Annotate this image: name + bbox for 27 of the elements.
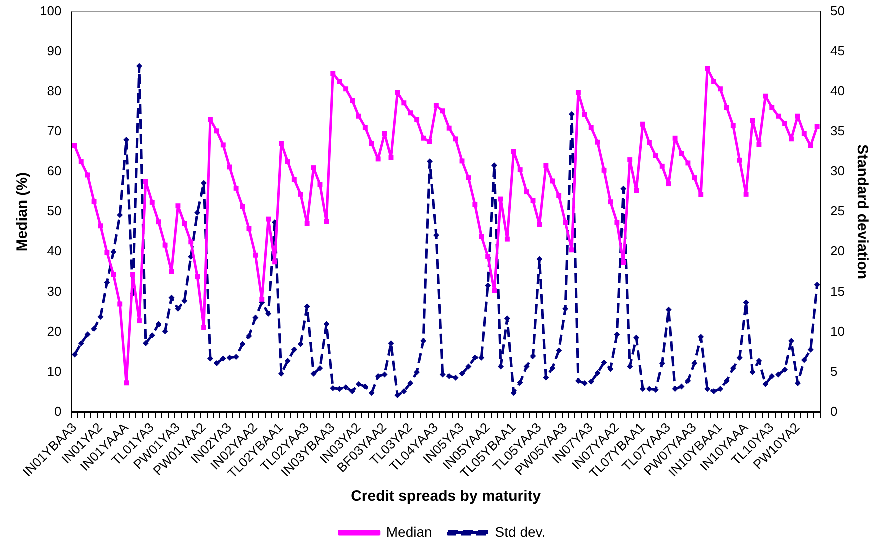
legend-label: Std dev. (495, 524, 546, 540)
y-tick-label: 90 (47, 43, 62, 58)
y-tick-label: 100 (40, 3, 62, 18)
y-tick-label: 50 (47, 204, 62, 219)
y2-tick-label: 0 (830, 404, 838, 419)
legend-label: Median (386, 524, 432, 540)
y-tick-label: 40 (47, 244, 62, 259)
x-axis-title: Credit spreads by maturity (351, 488, 542, 506)
y2-tick-label: 20 (830, 244, 846, 259)
y2-tick-label: 5 (830, 364, 838, 379)
y-tick-label: 80 (47, 83, 62, 98)
y-axis-title: Median (%) (14, 172, 32, 252)
y2-tick-label: 10 (830, 324, 846, 339)
y-tick-label: 0 (54, 404, 62, 419)
y-tick-label: 10 (47, 364, 62, 379)
y2-tick-label: 50 (830, 3, 846, 18)
y2-axis-title: Standard deviation (854, 144, 871, 280)
y-tick-label: 60 (47, 164, 62, 179)
y2-tick-label: 15 (830, 284, 846, 299)
y2-tick-label: 35 (830, 124, 846, 139)
y-tick-label: 70 (47, 124, 62, 139)
y2-tick-label: 40 (830, 83, 846, 98)
y2-tick-label: 30 (830, 164, 846, 179)
y2-tick-label: 45 (830, 43, 846, 58)
y2-tick-label: 25 (830, 204, 846, 219)
y-tick-label: 20 (47, 324, 62, 339)
y-tick-label: 30 (47, 284, 62, 299)
